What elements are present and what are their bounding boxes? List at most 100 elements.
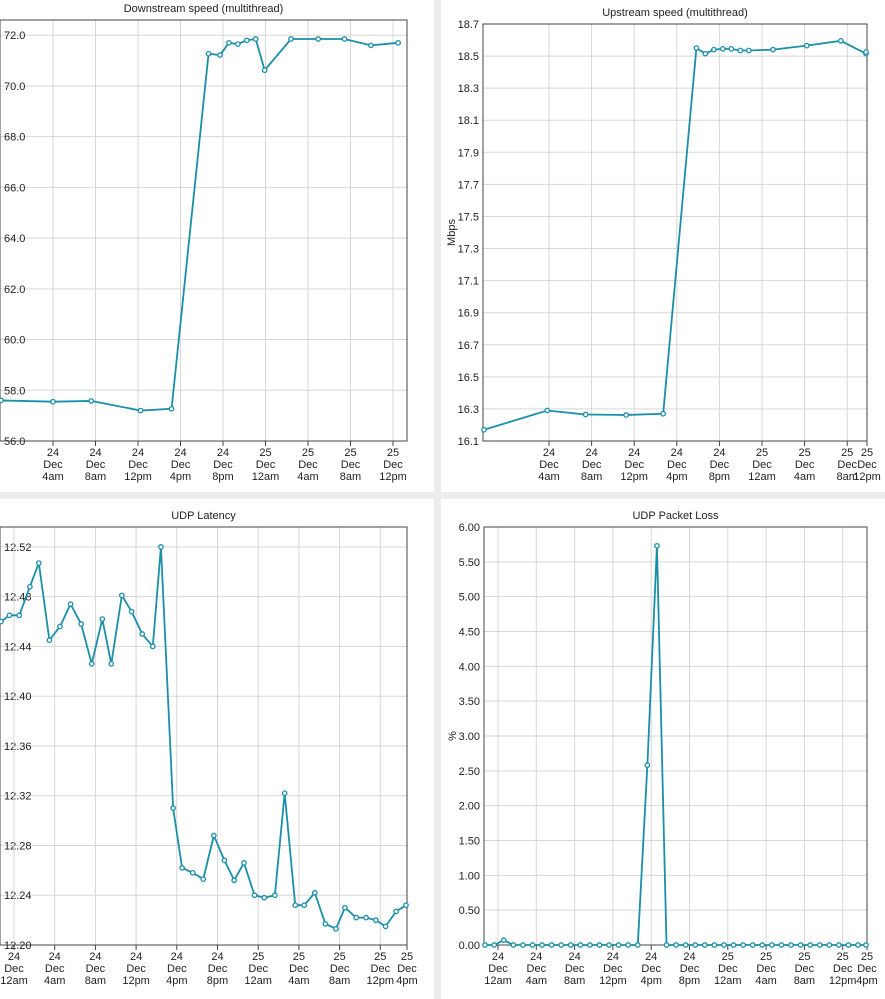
x-tick-label: 4pm [666, 471, 687, 483]
y-tick-label: 12.52 [4, 542, 32, 554]
data-point [189, 869, 196, 876]
data-point [288, 36, 294, 42]
x-tick-label: 25 [837, 951, 849, 963]
x-tick-label: 25 [756, 447, 768, 459]
x-tick-label: Dec [86, 459, 106, 471]
data-point [539, 942, 545, 948]
data-point [137, 407, 144, 414]
data-point [46, 637, 53, 644]
y-tick-label: 56.0 [4, 436, 25, 448]
x-tick-label: Dec [624, 459, 644, 471]
data-point [368, 42, 374, 49]
x-tick-label: 12pm [124, 471, 152, 483]
data-point [217, 52, 223, 58]
x-tick-label: 8am [564, 975, 585, 987]
x-tick-label: Dec [248, 963, 268, 975]
data-point [719, 46, 726, 52]
data-point [210, 832, 217, 839]
data-point [577, 942, 584, 948]
udp-latency-panel: UDP Latency 12.20 12.24 12.28 12.32 12.36 12.4… [0, 499, 434, 999]
data-point [587, 942, 593, 948]
x-tick-label: Dec [837, 459, 857, 471]
y-tick-label: 0.50 [459, 905, 480, 917]
x-tick-label: 8pm [212, 471, 233, 483]
x-tick-label: Dec [371, 963, 391, 975]
series-line [0, 38, 399, 412]
x-tick-label: 24 [645, 951, 657, 963]
y-tick-label: 68.0 [4, 132, 25, 144]
data-point [728, 46, 735, 52]
x-tick-label: Dec [86, 963, 106, 975]
data-point [500, 937, 507, 943]
x-tick-label: 8am [85, 471, 106, 483]
data-point [272, 892, 278, 899]
x-tick-label: Dec [289, 963, 309, 975]
data-point [845, 942, 852, 948]
data-point [730, 942, 737, 948]
data-point [625, 942, 632, 948]
data-point [682, 942, 689, 948]
x-tick-label: Dec [756, 963, 776, 975]
x-tick-label: 8am [581, 471, 602, 483]
y-tick-label: 62.0 [4, 284, 25, 296]
x-tick-label: 24 [132, 447, 144, 459]
y-tick-label: 17.3 [458, 244, 479, 256]
x-tick-label: 24 [89, 951, 101, 963]
data-point [241, 860, 247, 866]
chart-title: Downstream speed (multithread) [124, 3, 284, 15]
data-point [149, 643, 156, 650]
y-axis-label: % [447, 731, 459, 741]
data-point [0, 618, 4, 625]
udp-packet-loss-panel: UDP Packet Loss 0.00 0.50 1.00 1.50 2.00 2.50 3… [441, 499, 885, 999]
x-tick-label: 24 [671, 447, 683, 459]
x-tick-label: 25 [798, 951, 810, 963]
data-point [27, 583, 33, 590]
data-point [816, 942, 823, 948]
data-point [16, 612, 23, 619]
x-tick-label: 24 [89, 447, 101, 459]
series-line [483, 39, 867, 431]
data-point [654, 542, 660, 549]
data-point [0, 397, 4, 404]
data-point [158, 544, 164, 550]
data-point [200, 876, 207, 882]
x-tick-label: 8pm [709, 471, 730, 483]
x-tick-label: 24 [492, 951, 504, 963]
data-point [67, 601, 74, 607]
series-line [485, 545, 866, 946]
x-tick-label: 12am [748, 471, 776, 483]
x-tick-label: 12pm [620, 471, 648, 483]
downstream-speed-panel: Downstream speed (multithread) 56.0 58.0 60… [0, 0, 434, 492]
y-tick-label: 12.40 [4, 691, 32, 703]
data-point [520, 942, 526, 948]
y-tick-label: 16.7 [458, 340, 479, 352]
data-point [837, 37, 844, 44]
x-tick-label: Dec [833, 963, 853, 975]
data-point [770, 46, 776, 53]
data-point [663, 942, 670, 948]
x-tick-label: 24 [171, 951, 183, 963]
data-point [403, 902, 409, 909]
x-tick-label: Dec [680, 963, 700, 975]
x-tick-label: Dec [330, 963, 350, 975]
data-point [797, 942, 804, 948]
data-point [481, 426, 487, 433]
data-point [803, 42, 810, 49]
data-point [261, 67, 268, 74]
x-tick-label: 24 [211, 951, 223, 963]
data-point [567, 942, 574, 948]
data-point [692, 942, 699, 948]
x-tick-label: Dec [256, 459, 276, 471]
x-tick-label: Dec [527, 963, 547, 975]
y-tick-label: 18.5 [458, 51, 479, 63]
data-point [235, 41, 241, 47]
x-tick-label: 12pm [829, 975, 857, 987]
x-tick-label: 24 [628, 447, 640, 459]
x-tick-label: 4am [526, 975, 547, 987]
y-tick-label: 1.50 [459, 836, 480, 848]
data-point [745, 47, 752, 54]
x-tick-label: 25 [861, 447, 873, 459]
x-tick-label: 4pm [166, 975, 187, 987]
x-tick-label: 24 [47, 447, 59, 459]
data-point [863, 49, 869, 55]
